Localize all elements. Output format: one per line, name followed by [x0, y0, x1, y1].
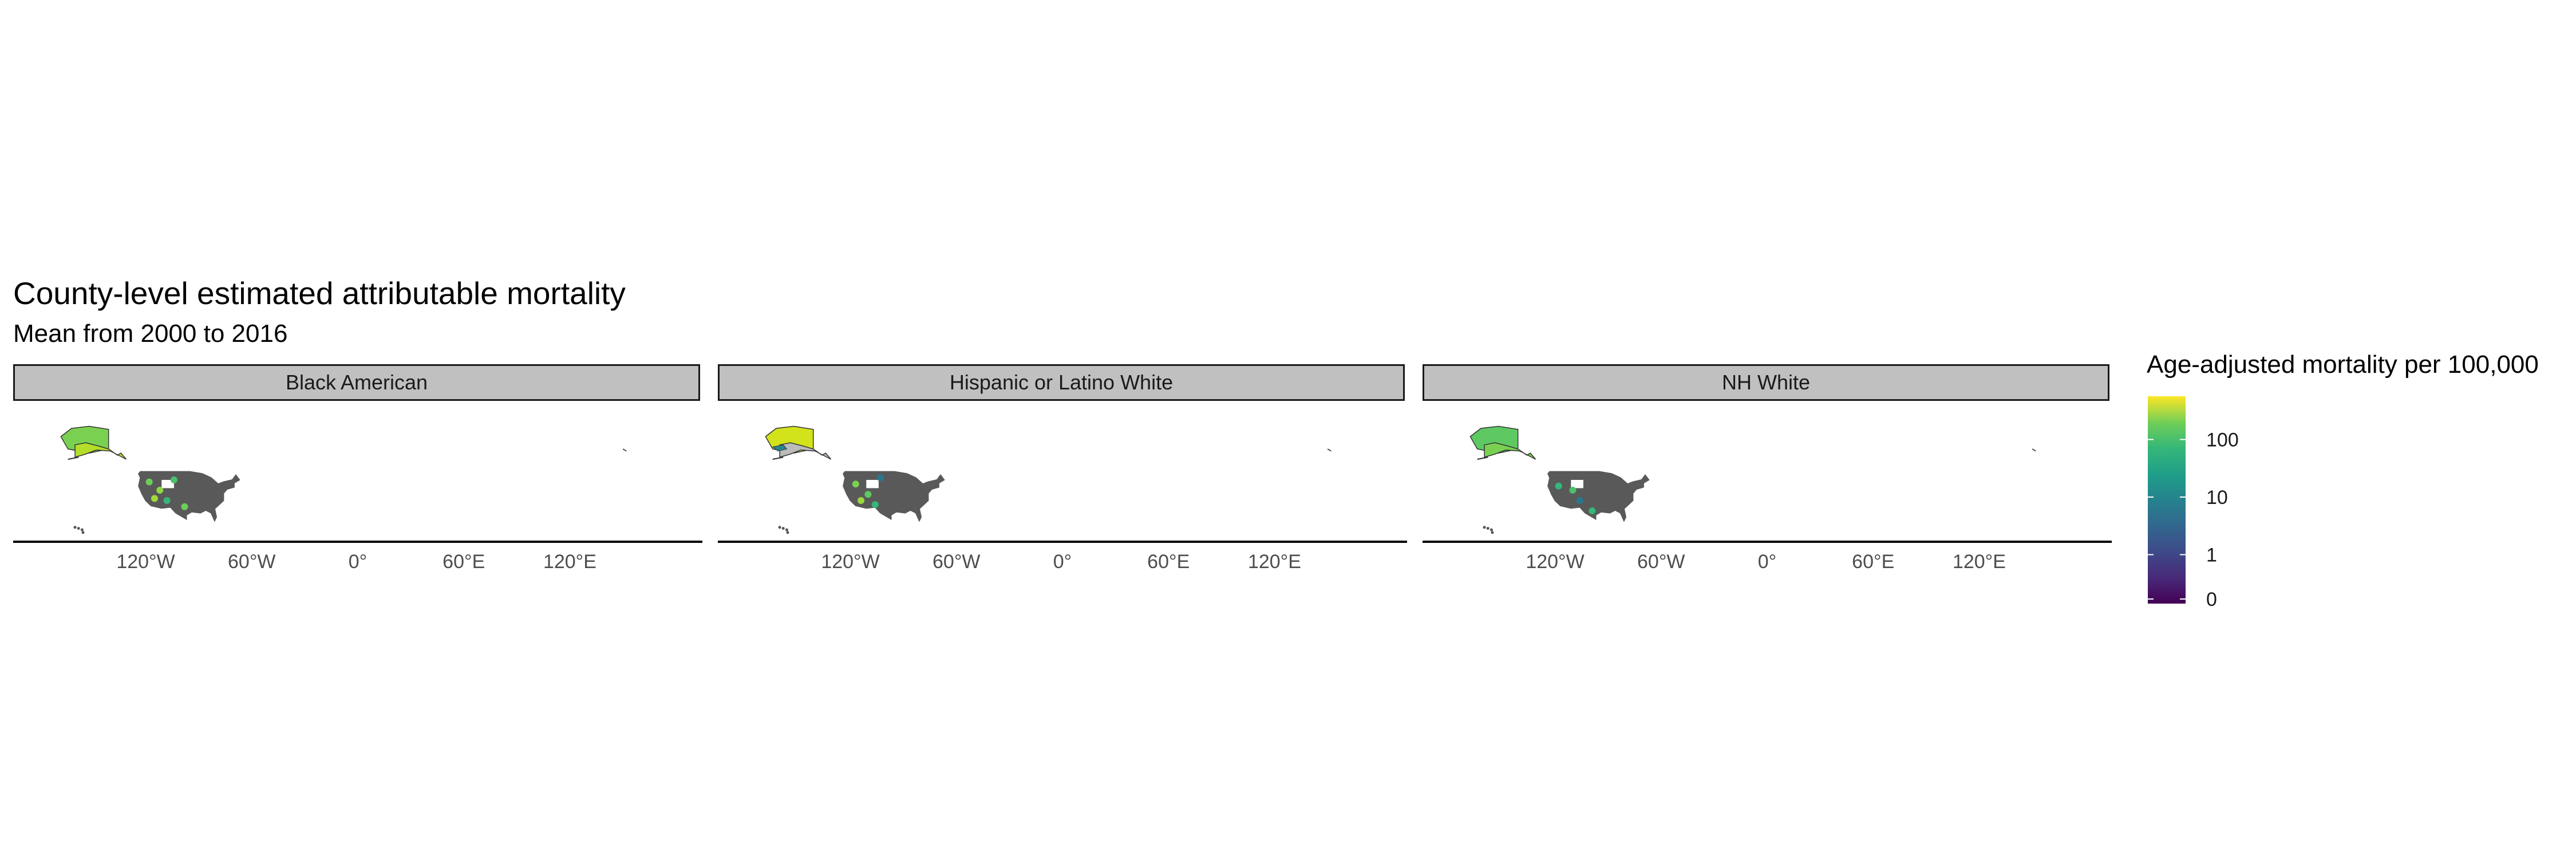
x-tick-label: 120°E	[543, 551, 596, 573]
hawaii-island	[80, 528, 84, 531]
x-tick-label: 0°	[1758, 551, 1777, 573]
pacific-territory	[1327, 448, 1332, 452]
county-highlight	[170, 476, 177, 483]
aleutian-islands	[1477, 456, 1488, 460]
lower-48-states	[843, 471, 945, 522]
lower-48-states	[1547, 471, 1650, 522]
facet-panel: Black American 120°W 60°W 0° 60°E 120°E	[13, 364, 702, 593]
county-highlight	[1555, 482, 1562, 490]
county-highlight	[1569, 487, 1577, 494]
map-panel: 120°W 60°W 0° 60°E 120°E	[1423, 425, 2112, 573]
x-tick-label: 0°	[1053, 551, 1072, 573]
county-highlight	[145, 478, 153, 486]
county-highlight	[871, 501, 879, 509]
facet-strip-label: NH White	[1423, 364, 2109, 401]
missing-data-region	[866, 480, 879, 488]
county-highlight	[1589, 507, 1596, 514]
hawaii-island	[77, 527, 80, 530]
hawaii-island	[785, 528, 788, 531]
x-tick-label: 120°W	[1526, 551, 1584, 573]
county-highlight	[156, 487, 164, 494]
county-highlight	[1576, 497, 1583, 504]
map-panel: 120°W 60°W 0° 60°E 120°E	[13, 425, 702, 573]
map-panel: 120°W 60°W 0° 60°E 120°E	[718, 425, 1407, 573]
hawaii-island	[1491, 531, 1494, 534]
missing-data-region	[1571, 480, 1583, 488]
hawaii-island	[81, 531, 85, 534]
pacific-territory	[622, 448, 627, 452]
x-tick-label: 120°E	[1953, 551, 2006, 573]
chart-subtitle: Mean from 2000 to 2016	[13, 320, 288, 348]
legend-gradient	[2148, 396, 2186, 604]
x-tick-label: 0°	[349, 551, 368, 573]
hawaii-island	[1483, 526, 1486, 529]
county-highlight	[181, 503, 188, 510]
legend-tick-label: 10	[2206, 487, 2228, 509]
chart-title: County-level estimated attributable mort…	[13, 275, 626, 311]
x-tick-label: 60°E	[1852, 551, 1894, 573]
county-highlight	[163, 497, 171, 504]
hawaii-island	[786, 531, 789, 534]
x-tick-label: 60°E	[1147, 551, 1190, 573]
county-highlight	[858, 497, 865, 504]
county-highlight	[151, 495, 158, 502]
county-highlight	[852, 480, 859, 488]
aleutian-islands	[68, 456, 79, 460]
legend-tick-label: 100	[2206, 429, 2239, 451]
facet-strip-label: Black American	[13, 364, 700, 401]
missing-data-region	[161, 480, 174, 488]
county-highlight	[864, 491, 872, 498]
color-legend: Age-adjusted mortality per 100,000 100 10…	[2147, 350, 2570, 614]
facet-panel: Hispanic or Latino White 120°W 60°W 0° 60°E…	[718, 364, 1407, 593]
aleutian-islands	[772, 456, 784, 460]
hawaii-island	[1490, 528, 1493, 531]
facet-strip-label: Hispanic or Latino White	[718, 364, 1405, 401]
county-highlight	[877, 474, 884, 482]
alaska-south	[779, 442, 832, 460]
alaska-south	[74, 442, 127, 460]
legend-tick-label: 1	[2206, 545, 2217, 566]
x-tick-label: 120°E	[1248, 551, 1301, 573]
legend-tick-label: 0	[2206, 589, 2217, 610]
pacific-territory	[2032, 448, 2036, 452]
x-tick-label: 60°E	[442, 551, 485, 573]
x-tick-label: 120°W	[116, 551, 175, 573]
hawaii-island	[1486, 527, 1490, 530]
alaska-region	[772, 444, 788, 452]
x-tick-label: 60°W	[933, 551, 981, 573]
x-tick-label: 60°W	[228, 551, 276, 573]
alaska-south	[1484, 442, 1536, 460]
x-tick-label: 120°W	[821, 551, 879, 573]
facet-panel: NH White 120°W 60°W 0° 60°E 120°E	[1423, 364, 2112, 593]
hawaii-island	[778, 526, 781, 529]
x-tick-label: 60°W	[1637, 551, 1685, 573]
hawaii-island	[73, 526, 77, 529]
legend-title: Age-adjusted mortality per 100,000	[2147, 350, 2539, 379]
hawaii-island	[781, 527, 785, 530]
